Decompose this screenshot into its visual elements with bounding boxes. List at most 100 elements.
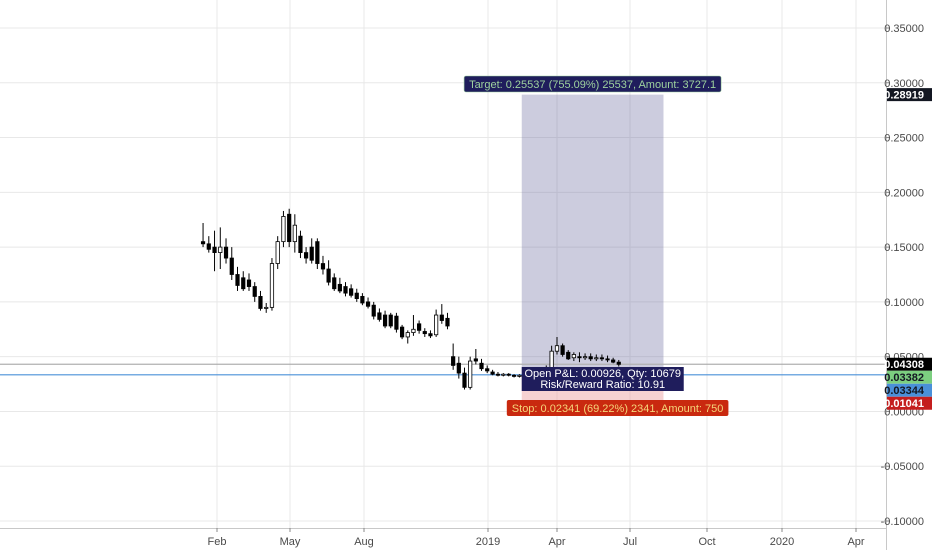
candle-body-down [451, 356, 456, 366]
candle-body-down [417, 323, 422, 331]
candle-body-up [292, 224, 297, 243]
candle-body-up [405, 332, 410, 338]
position-zone-layer [521, 94, 664, 401]
candle [394, 312, 399, 333]
candle [206, 236, 211, 253]
candle [399, 324, 405, 340]
candle [275, 236, 280, 270]
candle-body-down [462, 372, 467, 388]
candle-body-up [269, 263, 275, 308]
price-tag-background [887, 357, 932, 371]
candle-body-down [241, 277, 246, 290]
candle [349, 284, 354, 298]
candle [241, 271, 246, 291]
candle [269, 258, 275, 311]
candle-body-down [287, 213, 292, 243]
risk-reward-text: Risk/Reward Ratio: 10.91 [540, 379, 665, 391]
candle-body-down [495, 373, 501, 376]
candle [287, 208, 292, 248]
candle-body-down [456, 362, 461, 374]
price-tag-label: 0.01041 [884, 398, 924, 410]
candle-body-down [588, 356, 593, 360]
candle [315, 238, 320, 270]
candle-body-up [594, 357, 599, 360]
candle [434, 309, 439, 337]
stop-label[interactable]: Stop: 0.02341 (69.22%) 2341, Amount: 750 [506, 400, 729, 416]
target-label[interactable]: Target: 0.25537 (755.09%) 25537, Amount:… [463, 75, 722, 93]
price-tag[interactable]: 0.01041 [884, 396, 932, 411]
target-label-text: Target: 0.25537 (755.09%) 25537, Amount:… [469, 79, 716, 91]
y-tick-label: -0.10000 [881, 516, 924, 528]
candle [588, 353, 593, 362]
candle-body-down [332, 277, 337, 290]
y-tick-label: 0.20000 [884, 187, 924, 199]
candle [605, 355, 610, 363]
candle-body-down [343, 286, 348, 294]
candle-body-up [582, 356, 588, 359]
candle [445, 312, 450, 330]
candle-body-up [549, 350, 554, 369]
candle-body-up [275, 241, 280, 264]
price-tag[interactable]: 0.28919 [884, 88, 932, 102]
candle [281, 210, 286, 248]
x-tick-label: 2020 [770, 536, 794, 548]
candle [485, 365, 490, 374]
candle-body-down [337, 283, 342, 292]
x-tick-label: Feb [208, 536, 227, 548]
candle-body-down [473, 358, 478, 362]
candle-body-down [422, 331, 427, 335]
x-tick-label: Jul [623, 536, 637, 548]
price-tag[interactable]: 0.03382 [884, 370, 932, 385]
candle-body-down [616, 361, 621, 365]
candle-body-down [200, 241, 206, 245]
candle [405, 330, 410, 344]
price-tag[interactable]: 0.03344 [884, 383, 932, 398]
x-tick-label: Oct [698, 536, 715, 548]
candle-body-up [571, 354, 576, 359]
candle-body-up [218, 246, 223, 253]
candle-body-down [506, 373, 511, 376]
candle [473, 348, 478, 365]
x-tick-label: 2019 [476, 536, 500, 548]
stop-label-text: Stop: 0.02341 (69.22%) 2341, Amount: 750 [512, 403, 724, 415]
candle [411, 315, 416, 336]
x-tick-label: May [280, 536, 301, 548]
price-tag-background [887, 88, 932, 102]
candle-body-down [377, 312, 382, 320]
candle [298, 230, 303, 259]
position-info-box[interactable]: Open P&L: 0.00926, Qty: 10679Risk/Reward… [521, 367, 684, 391]
candle [246, 273, 252, 291]
candle-body-down [382, 314, 388, 327]
candle-body-up [411, 328, 416, 333]
candle [377, 308, 382, 322]
candle [495, 372, 501, 377]
candle [417, 320, 422, 334]
candle-body-down [223, 246, 229, 259]
candle-body-down [439, 314, 444, 321]
candle-body-down [235, 274, 240, 286]
candle [517, 374, 522, 378]
candle [229, 247, 234, 280]
y-tick-label: 0.15000 [884, 242, 924, 254]
candle-body-up [434, 314, 439, 336]
candle-body-down [326, 268, 331, 283]
candle [212, 230, 217, 272]
candle-body-down [212, 246, 217, 253]
candle [388, 312, 393, 329]
candle [320, 255, 326, 275]
candle [506, 373, 511, 377]
annotation-layer: Target: 0.25537 (755.09%) 25537, Amount:… [463, 75, 729, 416]
candle [343, 282, 348, 297]
y-tick-label: 0.25000 [884, 133, 924, 145]
candle [439, 304, 444, 324]
candle [326, 260, 331, 286]
price-tag[interactable]: 0.04308 [884, 357, 932, 372]
x-tick-label: Apr [847, 536, 864, 548]
candle [582, 353, 588, 360]
target-zone[interactable] [521, 94, 664, 375]
y-tick-label: 0.10000 [884, 297, 924, 309]
candle-body-down [246, 279, 252, 287]
